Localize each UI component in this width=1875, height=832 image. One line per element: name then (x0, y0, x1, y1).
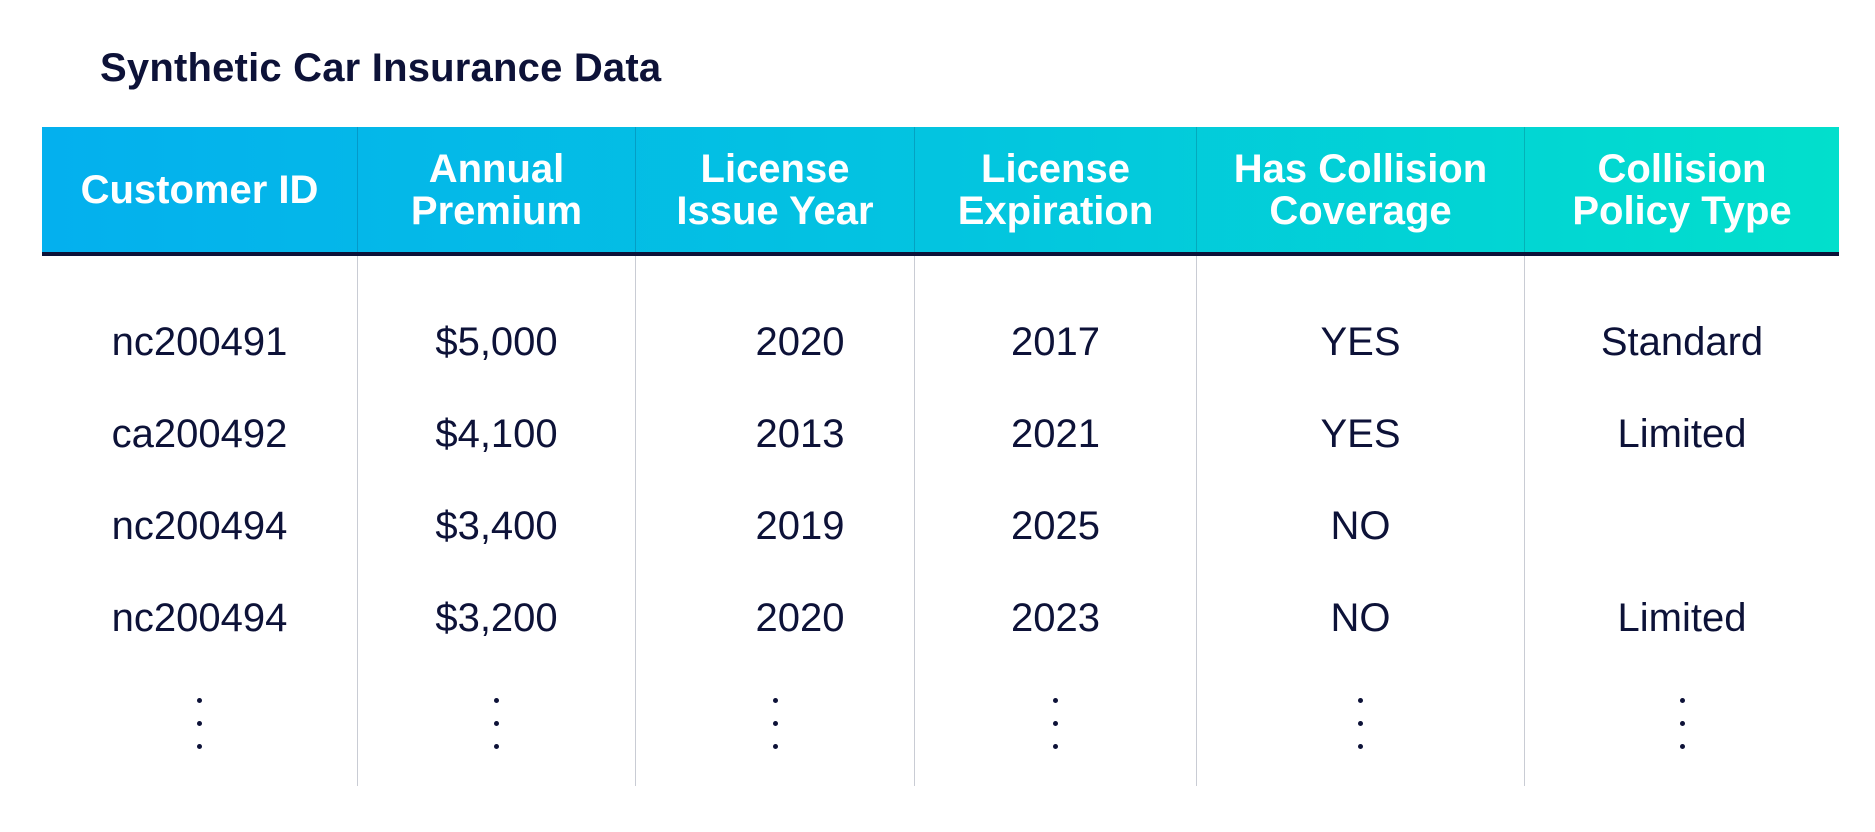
table-cell (1525, 480, 1839, 572)
ellipsis-dot (494, 721, 499, 726)
table-cell: 2019 (755, 503, 845, 548)
ellipsis-dot (1679, 744, 1685, 749)
header-license-expiration: License Expiration (915, 127, 1197, 252)
ellipsis-dot (772, 721, 778, 726)
header-has-collision-coverage: Has Collision Coverage (1197, 127, 1525, 252)
ellipsis-dot (1053, 698, 1058, 703)
table-cell: $3,400 (435, 503, 558, 548)
column-has-collision-coverage: YES YES NO NO (1197, 256, 1525, 786)
table-cell: 2017 (1011, 319, 1100, 364)
table-cell: ca200492 (111, 411, 288, 456)
column-collision-policy-type: Standard Limited Limited (1525, 256, 1839, 786)
table-cell: 2020 (755, 595, 845, 640)
continuation-ellipsis (1053, 698, 1058, 749)
continuation-ellipsis (1679, 698, 1685, 749)
table-cell: $4,100 (435, 411, 558, 456)
ellipsis-dot (772, 744, 778, 749)
table-body: nc200491 ca200492 nc200494 nc200494 $5,000 $4… (42, 256, 1839, 786)
ellipsis-dot (1358, 698, 1363, 703)
table-cell: Limited (1617, 595, 1747, 640)
ellipsis-dot (1358, 721, 1363, 726)
column-annual-premium: $5,000 $4,100 $3,400 $3,200 (358, 256, 636, 786)
table-title: Synthetic Car Insurance Data (100, 46, 662, 90)
table-cell: nc200491 (111, 319, 288, 364)
ellipsis-dot (197, 698, 202, 703)
ellipsis-dot (494, 744, 499, 749)
header-license-issue-year: License Issue Year (636, 127, 915, 252)
header-annual-premium: Annual Premium (358, 127, 636, 252)
ellipsis-dot (197, 721, 202, 726)
ellipsis-dot (1358, 744, 1363, 749)
continuation-ellipsis (772, 698, 778, 749)
table-cell: nc200494 (111, 595, 288, 640)
table-cell: YES (1320, 411, 1401, 456)
ellipsis-dot (1679, 698, 1685, 703)
table-cell: NO (1330, 595, 1391, 640)
ellipsis-dot (1053, 721, 1058, 726)
header-customer-id: Customer ID (42, 127, 358, 252)
table-cell: NO (1330, 503, 1391, 548)
table-cell: Standard (1600, 319, 1764, 364)
continuation-ellipsis (494, 698, 499, 749)
ellipsis-dot (1053, 744, 1058, 749)
column-license-issue-year: 2020 2013 2019 2020 (636, 256, 915, 786)
table-cell: 2025 (1011, 503, 1100, 548)
continuation-ellipsis (1358, 698, 1363, 749)
table-cell: nc200494 (111, 503, 288, 548)
table-cell: $3,200 (435, 595, 558, 640)
continuation-ellipsis (197, 698, 202, 749)
ellipsis-dot (494, 698, 499, 703)
table-cell: 2023 (1011, 595, 1100, 640)
ellipsis-dot (772, 698, 778, 703)
column-customer-id: nc200491 ca200492 nc200494 nc200494 (42, 256, 358, 786)
table-cell: Limited (1617, 411, 1747, 456)
table-cell: YES (1320, 319, 1401, 364)
column-license-expiration: 2017 2021 2025 2023 (915, 256, 1197, 786)
insurance-table: Customer ID Annual Premium License Issue… (42, 127, 1839, 786)
table-cell: 2013 (755, 411, 845, 456)
table-cell: 2021 (1011, 411, 1100, 456)
table-cell: $5,000 (435, 319, 558, 364)
ellipsis-dot (1679, 721, 1685, 726)
header-collision-policy-type: Collision Policy Type (1572, 146, 1792, 233)
table-cell: 2020 (755, 319, 845, 364)
table-header: Customer ID Annual Premium License Issue… (42, 127, 1839, 256)
ellipsis-dot (197, 744, 202, 749)
